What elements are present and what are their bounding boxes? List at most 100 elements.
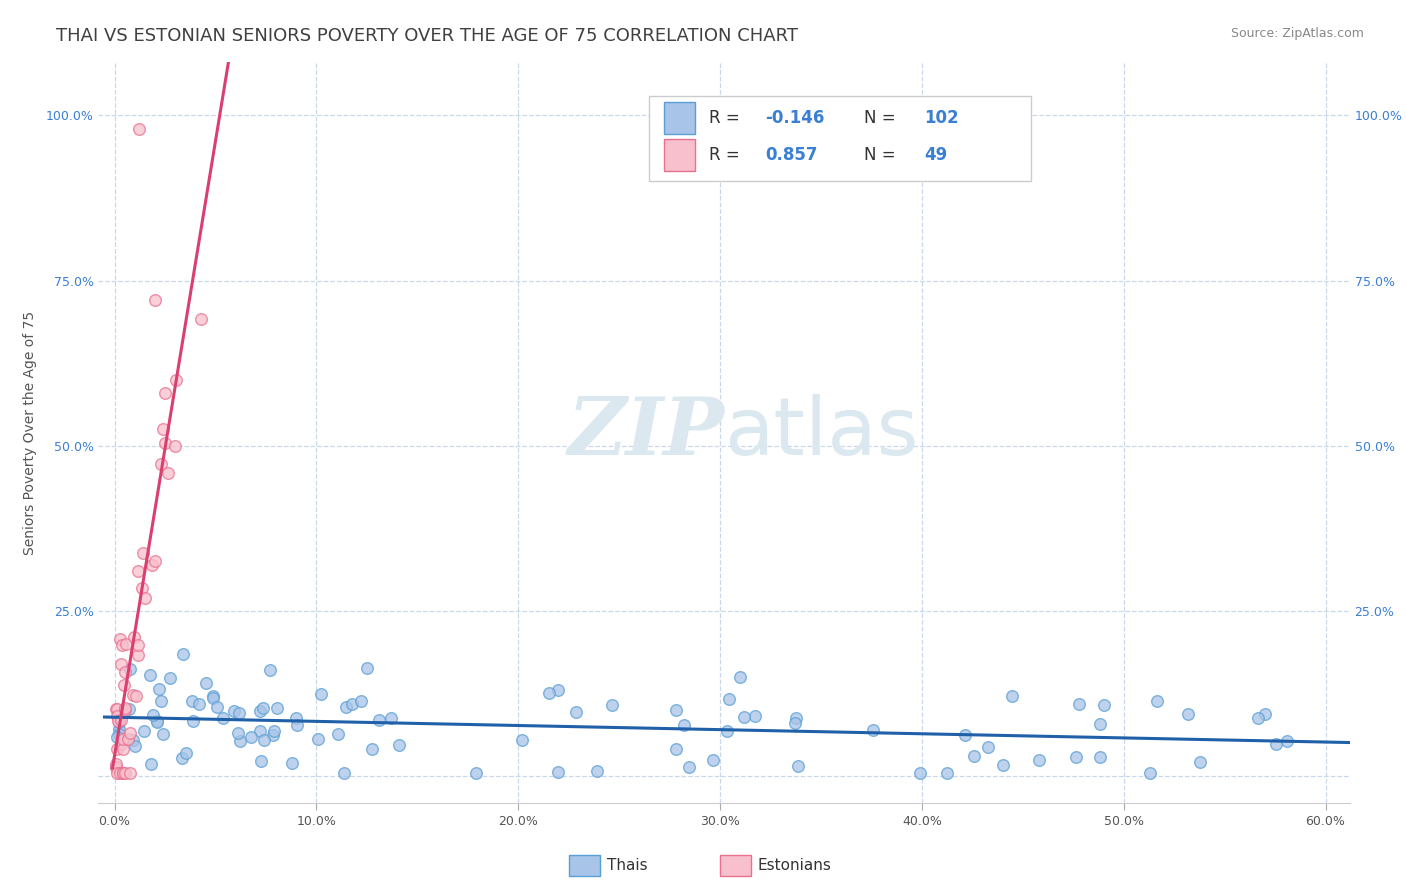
Point [1265, 737, 1288, 751]
Point [118, 766, 141, 780]
Point [991, 758, 1014, 772]
Point [111, 741, 134, 756]
Point [139, 756, 162, 771]
Point [127, 648, 149, 662]
Point [127, 638, 149, 652]
Point [547, 683, 569, 698]
Point [145, 714, 167, 728]
Point [786, 759, 808, 773]
Point [1146, 694, 1168, 708]
Point [165, 373, 187, 387]
FancyBboxPatch shape [650, 95, 1031, 181]
Point [665, 703, 688, 717]
Point [120, 662, 142, 676]
Point [174, 746, 197, 760]
Text: -0.146: -0.146 [765, 109, 825, 127]
Point [953, 728, 976, 742]
Point [1001, 689, 1024, 703]
Point [156, 466, 179, 480]
Point [114, 665, 136, 679]
Point [145, 715, 167, 730]
Point [205, 699, 228, 714]
Point [585, 764, 607, 778]
Point [718, 692, 741, 706]
Point [367, 713, 389, 727]
Point [600, 698, 623, 712]
Point [1275, 734, 1298, 748]
Point [111, 766, 134, 780]
Point [564, 705, 586, 719]
Point [120, 726, 142, 740]
Point [285, 718, 308, 732]
Text: N =: N = [865, 146, 896, 164]
Text: Source: ZipAtlas.com: Source: ZipAtlas.com [1230, 27, 1364, 40]
Point [108, 632, 131, 647]
Point [977, 739, 1000, 754]
Point [1028, 753, 1050, 767]
Text: 0.857: 0.857 [765, 146, 818, 164]
Point [104, 760, 127, 774]
Point [181, 714, 204, 728]
Point [226, 726, 249, 740]
Point [1088, 717, 1111, 731]
Point [108, 715, 131, 730]
Point [1253, 707, 1275, 722]
Point [240, 731, 263, 745]
Point [124, 739, 146, 753]
Point [307, 731, 329, 746]
Point [728, 670, 751, 684]
Point [112, 678, 135, 692]
Text: Estonians: Estonians [758, 858, 832, 872]
Point [190, 312, 212, 326]
Point [138, 668, 160, 682]
Point [335, 699, 357, 714]
Point [1088, 750, 1111, 764]
Point [114, 703, 136, 717]
Point [547, 764, 569, 779]
Point [125, 690, 148, 704]
Point [131, 581, 153, 595]
Text: R =: R = [709, 109, 745, 127]
Text: R =: R = [709, 146, 745, 164]
Point [108, 722, 131, 736]
Point [110, 657, 132, 672]
Text: Thais: Thais [607, 858, 648, 872]
Point [104, 756, 127, 771]
Point [908, 766, 931, 780]
Y-axis label: Seniors Poverty Over the Age of 75: Seniors Poverty Over the Age of 75 [24, 310, 38, 555]
Point [114, 701, 136, 715]
Point [716, 723, 738, 738]
Point [380, 710, 402, 724]
Point [333, 766, 356, 780]
Point [105, 742, 128, 756]
Point [128, 121, 150, 136]
Point [150, 457, 173, 471]
Point [388, 738, 411, 752]
FancyBboxPatch shape [664, 103, 696, 134]
Text: ZIP: ZIP [567, 394, 724, 471]
Point [1177, 707, 1199, 722]
Point [512, 732, 534, 747]
Point [187, 698, 209, 712]
Point [673, 718, 696, 732]
Point [141, 558, 163, 572]
Point [350, 694, 373, 708]
Point [537, 686, 560, 700]
Point [181, 694, 204, 708]
Point [165, 439, 187, 453]
Point [252, 700, 274, 714]
Point [285, 711, 308, 725]
Point [862, 723, 884, 737]
Point [127, 564, 149, 578]
Point [202, 689, 225, 703]
Point [678, 760, 700, 774]
Point [104, 759, 127, 773]
Point [122, 733, 145, 747]
Point [132, 546, 155, 560]
Point [105, 709, 128, 723]
Point [1069, 698, 1091, 712]
Point [309, 687, 332, 701]
Text: THAI VS ESTONIAN SENIORS POVERTY OVER THE AGE OF 75 CORRELATION CHART: THAI VS ESTONIAN SENIORS POVERTY OVER TH… [56, 27, 799, 45]
Point [155, 436, 177, 450]
Point [122, 631, 145, 645]
